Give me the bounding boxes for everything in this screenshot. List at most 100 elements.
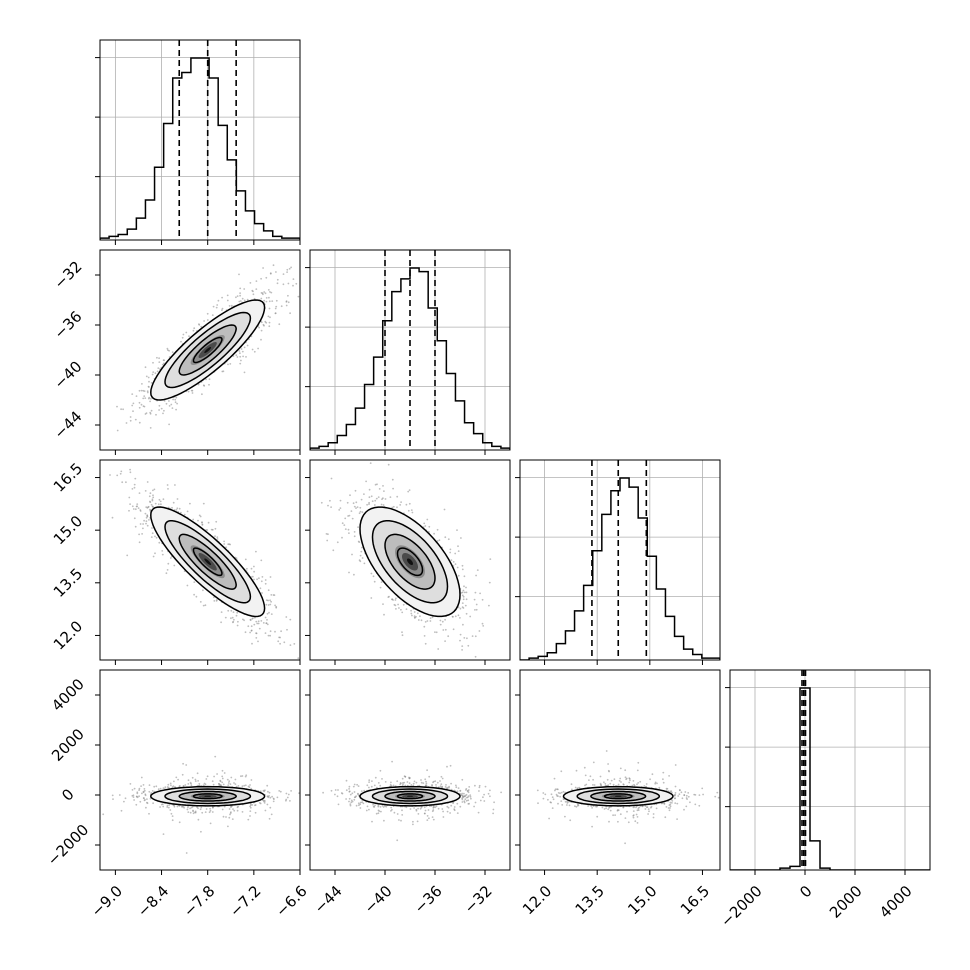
- scatter-point: [276, 282, 279, 285]
- scatter-point: [285, 304, 288, 307]
- scatter-point: [380, 503, 383, 506]
- scatter-point: [167, 806, 170, 809]
- scatter-point: [253, 297, 256, 300]
- scatter-point: [373, 504, 376, 506]
- scatter-point: [125, 422, 128, 424]
- scatter-point: [375, 497, 378, 500]
- scatter-point: [131, 404, 134, 407]
- scatter-point: [377, 496, 380, 498]
- scatter-point: [264, 579, 267, 581]
- scatter-point: [174, 401, 177, 404]
- scatter-point: [155, 536, 158, 539]
- scatter-point: [150, 409, 153, 412]
- scatter-point: [423, 635, 426, 637]
- scatter-point: [132, 794, 135, 797]
- scatter-point: [427, 530, 430, 533]
- scatter-point: [411, 511, 414, 514]
- scatter-point: [277, 640, 280, 643]
- scatter-point: [229, 813, 231, 816]
- scatter-point: [202, 384, 205, 387]
- scatter-point: [479, 592, 481, 595]
- scatter-point: [169, 782, 172, 785]
- scatter-point: [168, 804, 171, 806]
- scatter-point: [444, 640, 446, 642]
- scatter-point: [252, 293, 255, 296]
- scatter-point: [461, 602, 464, 604]
- scatter-point: [267, 589, 270, 592]
- scatter-point: [142, 790, 145, 793]
- scatter-point: [263, 299, 266, 302]
- scatter-point: [111, 516, 114, 519]
- scatter-point: [355, 507, 357, 509]
- scatter-point: [466, 637, 468, 640]
- scatter-point: [391, 506, 394, 509]
- scatter-point: [287, 301, 290, 304]
- scatter-point: [128, 496, 131, 499]
- scatter-point: [435, 631, 438, 634]
- scatter-point: [145, 522, 147, 525]
- scatter-point: [268, 321, 271, 324]
- scatter-point: [481, 598, 484, 601]
- contour-0: [150, 299, 266, 401]
- scatter-point: [348, 532, 350, 534]
- scatter-point: [253, 350, 256, 353]
- scatter-point: [208, 811, 211, 814]
- scatter-point: [262, 267, 264, 269]
- scatter-point: [341, 536, 343, 539]
- hist-2-step: [520, 477, 720, 660]
- scatter-point: [332, 549, 335, 552]
- scatter-point: [154, 535, 156, 538]
- scatter-point: [148, 784, 151, 786]
- scatter-point: [148, 495, 151, 498]
- scatter-point: [167, 562, 170, 565]
- scatter-point: [449, 551, 452, 554]
- scatter-point: [223, 540, 226, 543]
- scatter-point: [295, 282, 298, 285]
- scatter-point: [221, 769, 224, 772]
- scatter-point: [116, 429, 119, 432]
- scatter-point: [266, 803, 269, 806]
- scatter-point: [279, 642, 281, 645]
- scatter-point: [475, 603, 478, 606]
- scatter-point: [363, 493, 365, 495]
- scatter-point: [424, 525, 427, 527]
- scatter-point: [442, 629, 445, 631]
- scatter-point: [167, 783, 170, 786]
- scatter-point: [352, 502, 355, 505]
- scatter-point: [257, 347, 259, 350]
- scatter-point: [208, 383, 210, 386]
- contour-0: [359, 506, 461, 618]
- scatter-point: [168, 405, 171, 407]
- scatter-point: [420, 619, 423, 622]
- scatter-point: [171, 407, 174, 409]
- scatter-point: [381, 498, 383, 501]
- scatter-point: [196, 772, 199, 775]
- scatter-point: [474, 609, 476, 611]
- scatter-point: [192, 329, 195, 332]
- scatter-point: [240, 359, 242, 362]
- scatter-point: [374, 804, 376, 807]
- scatter-point: [267, 599, 269, 602]
- scatter-point: [269, 599, 271, 602]
- scatter-point: [186, 510, 189, 513]
- scatter-point: [267, 315, 270, 318]
- scatter-point: [260, 559, 263, 562]
- scatter-point: [235, 354, 238, 357]
- scatter-point: [249, 618, 252, 621]
- scatter-point: [120, 408, 122, 411]
- scatter-point: [150, 397, 152, 400]
- scatter-point: [249, 815, 251, 817]
- scatter-point: [230, 776, 233, 779]
- scatter-point: [155, 785, 158, 788]
- scatter-point: [126, 554, 129, 557]
- scatter-point: [178, 507, 181, 510]
- density-panel-2-0: [109, 468, 300, 660]
- scatter-point: [162, 833, 165, 835]
- scatter-point: [395, 597, 397, 600]
- scatter-point: [401, 611, 404, 614]
- contour-3: [192, 547, 223, 577]
- scatter-point: [173, 805, 176, 808]
- scatter-point: [429, 620, 432, 622]
- scatter-point: [289, 618, 292, 621]
- scatter-point: [410, 609, 412, 612]
